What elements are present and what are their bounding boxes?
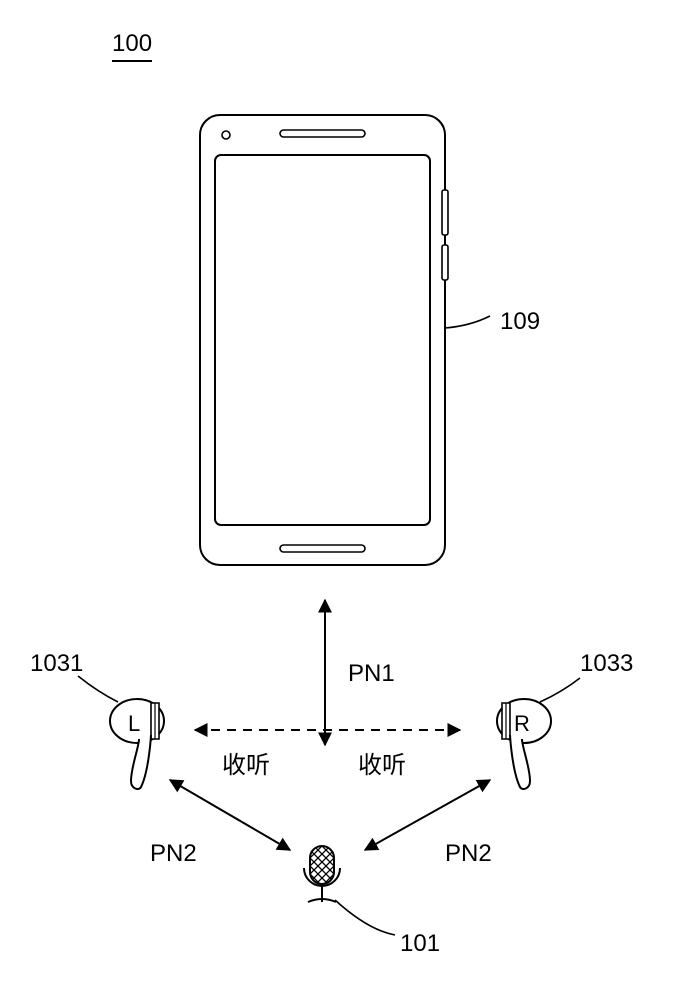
- pn2-left-label: PN2: [150, 840, 197, 868]
- phone-ref-label: 109: [500, 308, 540, 336]
- left-earbud-ref: 1031: [30, 650, 83, 678]
- leader-phone: [445, 316, 490, 328]
- leader-left-earbud: [78, 676, 118, 702]
- left-earbud-letter: L: [128, 711, 140, 737]
- phone-top-speaker: [280, 130, 365, 137]
- listen-right-label: 收听: [358, 745, 406, 780]
- mic-ref-label: 101: [400, 930, 440, 958]
- diagram-svg: [0, 0, 688, 1000]
- leader-mic: [335, 900, 395, 935]
- phone-bottom-speaker: [280, 545, 365, 552]
- leader-right-earbud: [540, 678, 580, 702]
- pn2-right-label: PN2: [445, 840, 492, 868]
- diagram-canvas: 100: [0, 0, 688, 1000]
- listen-left-label: 收听: [222, 745, 270, 780]
- phone-screen: [215, 155, 430, 525]
- pn1-label: PN1: [348, 660, 395, 688]
- microphone-icon: [304, 846, 340, 902]
- right-earbud-ref: 1033: [580, 650, 633, 678]
- right-earbud-letter: R: [514, 711, 530, 737]
